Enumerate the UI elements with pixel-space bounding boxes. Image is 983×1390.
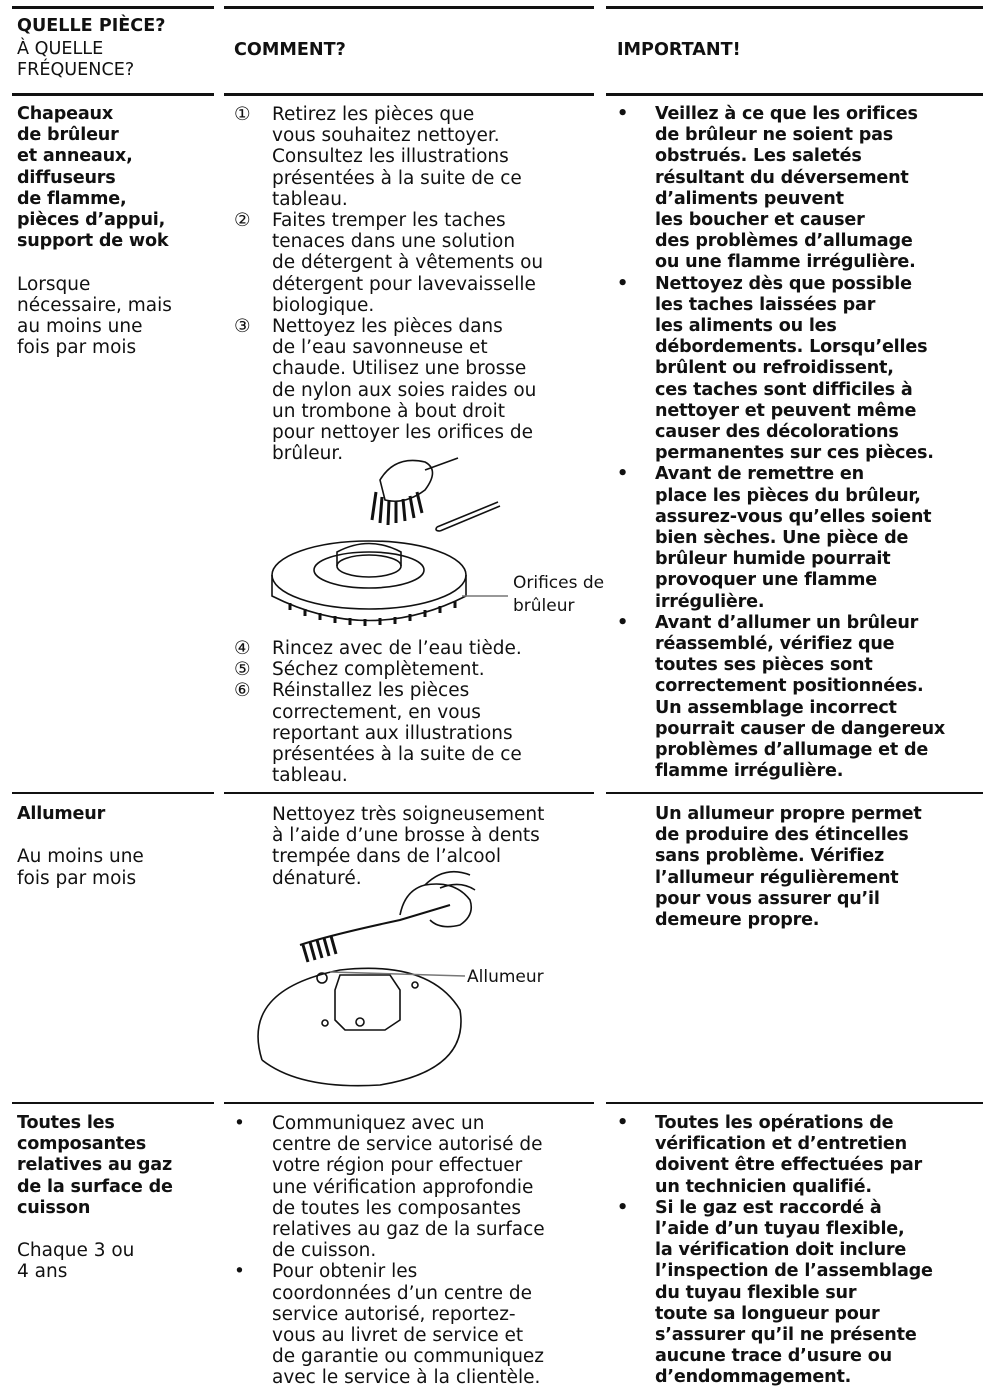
note-text: Un allumeur propre permet de produire de…	[655, 804, 922, 931]
rule	[224, 1102, 594, 1104]
step-text: Faites tremper les taches tenaces dans u…	[272, 210, 544, 316]
igniter-illustration	[257, 870, 476, 1087]
step-marker: ⑥	[234, 680, 251, 702]
step-marker: •	[234, 1113, 245, 1134]
rule	[224, 792, 594, 794]
rule	[606, 6, 983, 9]
step-text: Nettoyez très soigneusement à l’aide d’u…	[272, 804, 545, 889]
step-text: Séchez complètement.	[272, 659, 485, 681]
burner-illustration	[271, 540, 508, 626]
note-text: Avant d’allumer un brûleur réassemblé, v…	[655, 612, 946, 782]
note-marker: •	[617, 612, 629, 633]
note-text: Avant de remettre en place les pièces du…	[655, 464, 932, 612]
step-text: Nettoyez les pièces dans de l’eau savonn…	[272, 316, 537, 465]
figure-label: Allumeur	[467, 967, 544, 987]
frequency: Chaque 3 ou 4 ans	[17, 1240, 135, 1283]
rule	[12, 6, 214, 9]
rule	[224, 6, 594, 9]
step-text: Retirez les pièces que vous souhaitez ne…	[272, 104, 522, 210]
rule	[12, 1102, 214, 1104]
rule	[606, 93, 983, 96]
note-text: Veillez à ce que les orifices de brûleur…	[655, 104, 918, 273]
header-part: QUELLE PIÈCE?	[17, 16, 166, 36]
part: Toutes les composantes relatives au gaz …	[17, 1113, 173, 1218]
part: Allumeur	[17, 804, 106, 824]
step-marker: ②	[234, 210, 251, 231]
step-marker: ③	[234, 316, 251, 337]
note-marker: •	[617, 104, 629, 124]
note-marker: •	[617, 1113, 629, 1133]
note-marker: •	[617, 464, 629, 485]
header-important: IMPORTANT!	[617, 40, 741, 60]
rule	[224, 93, 594, 96]
rule	[12, 792, 214, 794]
frequency: Au moins une fois par mois	[17, 846, 144, 889]
step-marker: ①	[234, 104, 251, 125]
step-marker: ④	[234, 638, 251, 659]
header-frequency: À QUELLE FRÉQUENCE?	[17, 39, 135, 81]
brush-illustration	[370, 457, 501, 532]
note-marker: •	[617, 1197, 629, 1218]
step-marker: ⑤	[234, 659, 251, 681]
note-text: Si le gaz est raccordé à l’aide d’un tuy…	[655, 1197, 933, 1388]
part: Chapeaux de brûleur et anneaux, diffuseu…	[17, 104, 169, 252]
note-text: Nettoyez dès que possible les taches lai…	[655, 273, 934, 464]
step-text: Pour obtenir les coordonnées d’un centre…	[272, 1261, 545, 1389]
frequency: Lorsque nécessaire, mais au moins une fo…	[17, 273, 172, 359]
rule	[12, 93, 214, 96]
rule	[606, 1102, 983, 1104]
note-marker: •	[617, 273, 629, 294]
step-text: Rincez avec de l’eau tiède.	[272, 638, 522, 659]
rule	[606, 792, 983, 794]
header-how: COMMENT?	[234, 40, 346, 60]
note-text: Toutes les opérations de vérification et…	[655, 1113, 922, 1197]
step-text: Communiquez avec un centre de service au…	[272, 1113, 545, 1262]
step-text: Réinstallez les pièces correctement, en …	[272, 680, 522, 787]
step-marker: •	[234, 1261, 245, 1283]
figure-label: Orifices de brûleur	[513, 573, 605, 616]
